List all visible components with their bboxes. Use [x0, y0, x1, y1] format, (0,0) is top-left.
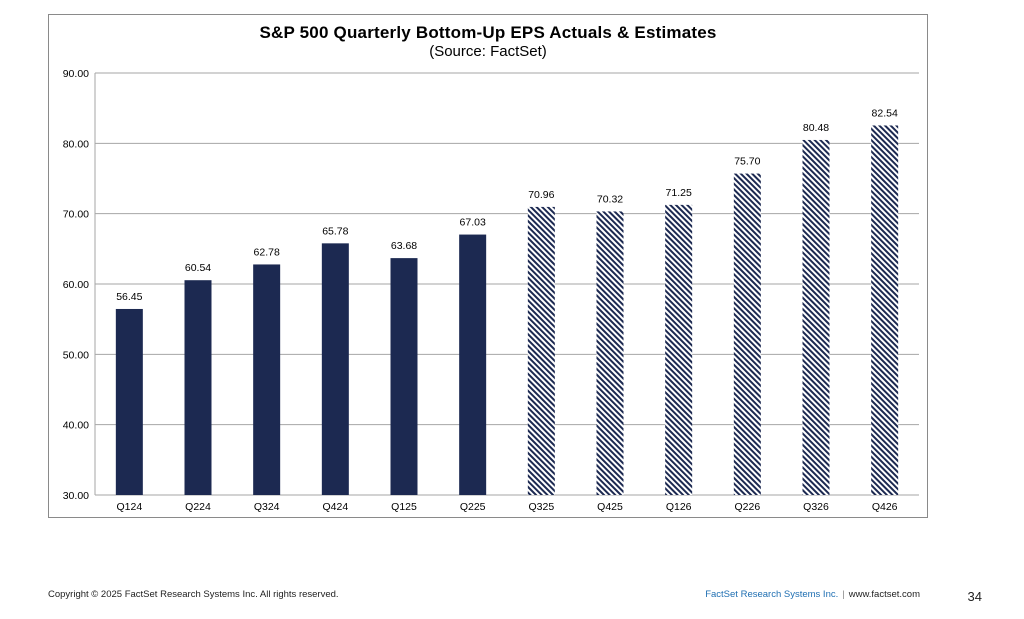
x-tick-label: Q424	[322, 501, 348, 513]
data-label: 65.78	[322, 225, 348, 237]
data-label: 70.96	[528, 189, 554, 201]
y-tick-label: 40.00	[63, 420, 89, 432]
y-tick-label: 70.00	[63, 209, 89, 221]
data-label: 75.70	[734, 156, 760, 168]
bar-actual	[115, 308, 143, 495]
bar-actual	[390, 258, 418, 495]
footer-links: FactSet Research Systems Inc. | www.factse…	[705, 589, 920, 600]
x-tick-label: Q426	[872, 501, 898, 513]
footer-copyright: Copyright © 2025 FactSet Research System…	[48, 589, 339, 600]
data-label: 56.45	[116, 291, 142, 303]
page-number: 34	[967, 589, 982, 604]
y-tick-label: 90.00	[63, 68, 89, 80]
chart-frame: 30.00 40.00 50.00 60.00 70.00 80.00 90.00 56.45…	[48, 14, 928, 518]
bar-actual	[459, 234, 487, 495]
data-label: 60.54	[185, 262, 211, 274]
chart-plot: 30.00 40.00 50.00 60.00 70.00 80.00 90.00 56.45…	[63, 68, 919, 513]
y-tick-label: 60.00	[63, 279, 89, 291]
data-label: 71.25	[666, 187, 692, 199]
bar-estimate	[871, 125, 899, 496]
data-label: 67.03	[460, 217, 486, 229]
x-tick-label: Q126	[666, 501, 692, 513]
chart-title: S&P 500 Quarterly Bottom-Up EPS Actuals …	[259, 23, 717, 42]
x-tick-label: Q125	[391, 501, 417, 513]
bar-estimate	[733, 173, 761, 495]
bar-actual	[253, 264, 281, 495]
x-tick-label: Q226	[734, 501, 760, 513]
bar-actual	[321, 243, 349, 495]
data-label: 62.78	[254, 246, 280, 258]
chart-subtitle: (Source: FactSet)	[429, 43, 547, 60]
x-tick-label: Q225	[460, 501, 486, 513]
bar-estimate	[802, 139, 830, 495]
y-tick-label: 30.00	[63, 490, 89, 502]
data-label: 82.54	[872, 107, 898, 119]
data-label: 80.48	[803, 122, 829, 134]
y-tick-label: 80.00	[63, 138, 89, 150]
bar-actual	[184, 280, 212, 495]
x-tick-label: Q325	[528, 501, 554, 513]
bar-estimate	[596, 211, 624, 495]
x-tick-label: Q224	[185, 501, 211, 513]
x-tick-label: Q324	[254, 501, 280, 513]
bar-estimate	[527, 206, 555, 495]
footer-url-link[interactable]: www.factset.com	[848, 589, 920, 600]
data-label: 70.32	[597, 193, 623, 205]
x-tick-label: Q425	[597, 501, 623, 513]
y-tick-label: 50.00	[63, 349, 89, 361]
footer-company-link[interactable]: FactSet Research Systems Inc.	[705, 589, 839, 600]
x-tick-label: Q124	[116, 501, 142, 513]
bar-estimate	[665, 204, 693, 495]
x-tick-label: Q326	[803, 501, 829, 513]
footer-separator: |	[842, 589, 845, 600]
data-label: 63.68	[391, 240, 417, 252]
